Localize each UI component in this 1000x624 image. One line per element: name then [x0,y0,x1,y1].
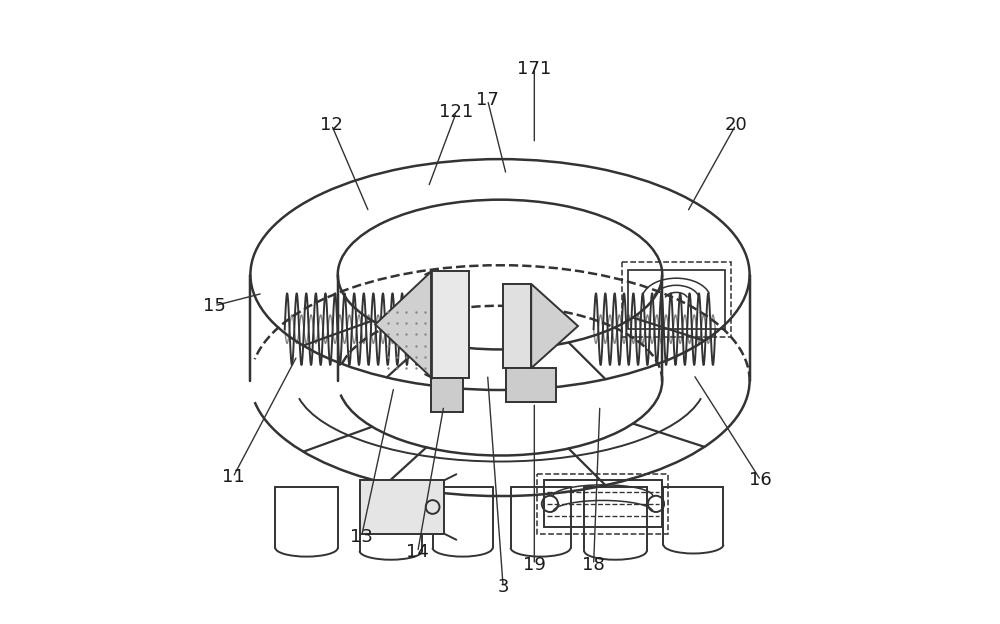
Text: 15: 15 [203,297,226,314]
Text: 17: 17 [476,91,499,109]
Text: 14: 14 [406,544,429,561]
Text: 16: 16 [749,472,772,489]
Text: 19: 19 [523,556,546,573]
Text: 11: 11 [222,469,244,486]
Polygon shape [506,368,556,402]
Text: 12: 12 [320,116,343,134]
Text: 20: 20 [724,116,747,134]
Polygon shape [531,284,578,368]
Polygon shape [360,480,444,534]
Text: 121: 121 [439,104,473,121]
Text: 18: 18 [582,556,605,573]
Text: 13: 13 [350,528,373,545]
Polygon shape [375,271,431,378]
Text: 3: 3 [497,578,509,595]
Polygon shape [431,378,463,412]
Text: 171: 171 [517,60,551,77]
Polygon shape [503,284,531,368]
Polygon shape [431,271,469,378]
